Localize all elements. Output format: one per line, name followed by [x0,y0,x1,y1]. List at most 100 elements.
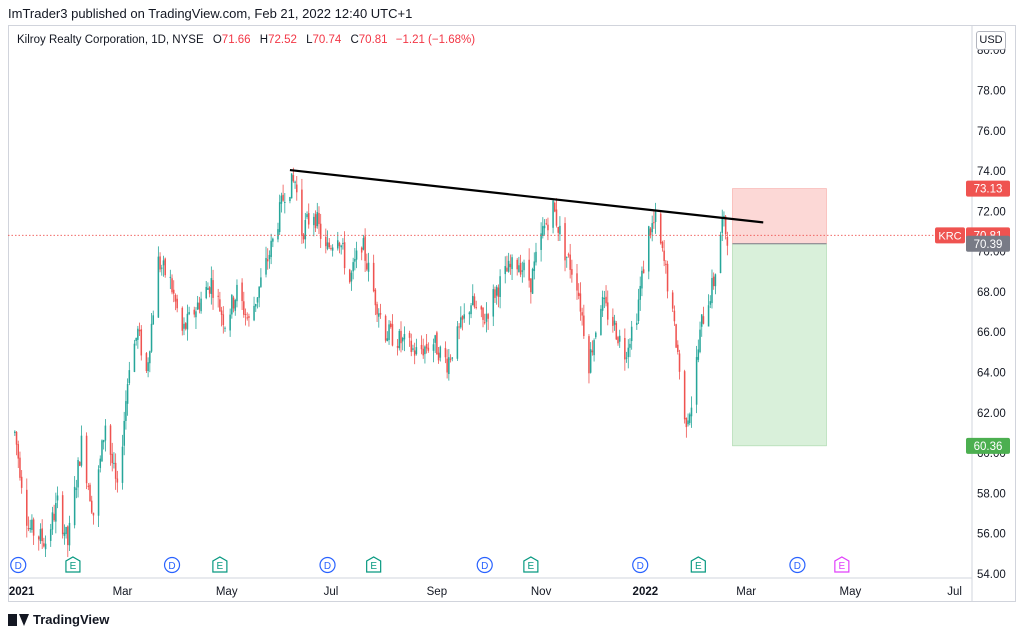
candle-body [677,344,679,352]
low-label: L [306,34,313,46]
candle-body [603,298,606,300]
stop-price-label-bg [966,180,1010,197]
candle-body [331,247,334,251]
entry-price-label: 70.39 [974,239,1003,251]
candle-body [384,315,387,341]
candle-body [671,292,674,309]
candle-body [258,286,260,298]
symbol-tag: KRC [938,230,961,242]
candle-body [87,485,90,487]
candle-body [210,278,213,295]
candle-body [234,300,237,311]
candle-body [528,259,530,281]
candle-body [150,323,153,352]
candle-body [654,211,657,223]
candle-body [184,323,187,329]
x-tick-label: 2021 [9,586,35,598]
candle-body [340,245,342,248]
candle-body [367,262,370,272]
candle-body [711,278,713,304]
candle-body [543,225,546,229]
candle-body [499,276,501,297]
candle-body [15,431,18,445]
candle-body [504,266,507,275]
candle-body [485,313,488,322]
candle-body [241,282,243,302]
candle-body [212,280,214,298]
candle-body [27,528,30,530]
candle-body [219,299,221,312]
candle-body [101,440,103,462]
candle-body [174,294,177,302]
candle-body [374,289,377,306]
candle-body [236,284,238,302]
candle-body [678,353,681,372]
candle-body [376,304,378,315]
candle-body [78,462,81,466]
candle-body [726,236,729,246]
tradingview-footer[interactable]: TradingView [8,612,109,627]
candle-body [569,254,571,270]
y-tick-label: 58.00 [977,488,1006,500]
currency-button[interactable]: USD [976,31,1006,50]
candle-body [571,269,573,275]
candle-body [149,351,151,364]
candle-body [651,223,653,233]
symbol-tag-bg [935,227,965,244]
candle-body [547,224,549,231]
close-value: 70.81 [358,34,388,46]
y-tick-label: 54.00 [977,569,1006,581]
candle-body [521,270,524,272]
candle-body [422,348,424,356]
x-tick-label: May [216,586,238,598]
y-tick-label: 74.00 [977,166,1006,178]
candle-body [378,313,380,317]
candle-body [196,302,199,310]
earnings-marker [366,556,382,573]
candle-body [589,349,592,373]
candle-body [20,476,23,488]
candle-body [26,489,28,526]
candle-body [612,316,614,326]
candle-body [494,289,496,298]
candle-body [90,500,93,513]
candle-body [348,269,351,283]
dividend-marker [319,556,336,574]
earnings-marker [65,556,81,573]
candle-body [665,263,667,265]
candle-body [434,335,436,343]
candle-body [699,329,701,352]
candle-body [159,256,161,270]
candle-body [123,420,125,446]
candle-body [511,257,513,270]
candle-body [313,216,315,226]
candle-body [446,358,448,373]
candle-body [408,332,411,338]
candle-body [617,337,619,344]
candle-body [630,326,633,342]
open-value: 71.66 [221,34,251,46]
candle-body [43,543,45,547]
candle-body [314,214,317,229]
candle-body [260,277,262,287]
candle-body [200,298,202,312]
candle-body [625,357,628,359]
x-tick-label: Nov [531,586,552,598]
candle-body [362,238,365,250]
candle-body [482,307,484,320]
candle-body [102,440,105,443]
candle-body [254,303,257,307]
candle-body [516,259,518,270]
candle-body [73,486,76,526]
earnings-label: E [70,561,77,572]
candle-body [39,528,42,541]
candle-body [75,488,78,490]
candle-body [220,310,223,315]
candle-body [700,314,703,327]
candle-body [389,323,392,327]
candle-body [579,293,582,312]
resistance-trendline [289,168,764,224]
candle-body [99,458,102,469]
candle-body [624,338,626,360]
